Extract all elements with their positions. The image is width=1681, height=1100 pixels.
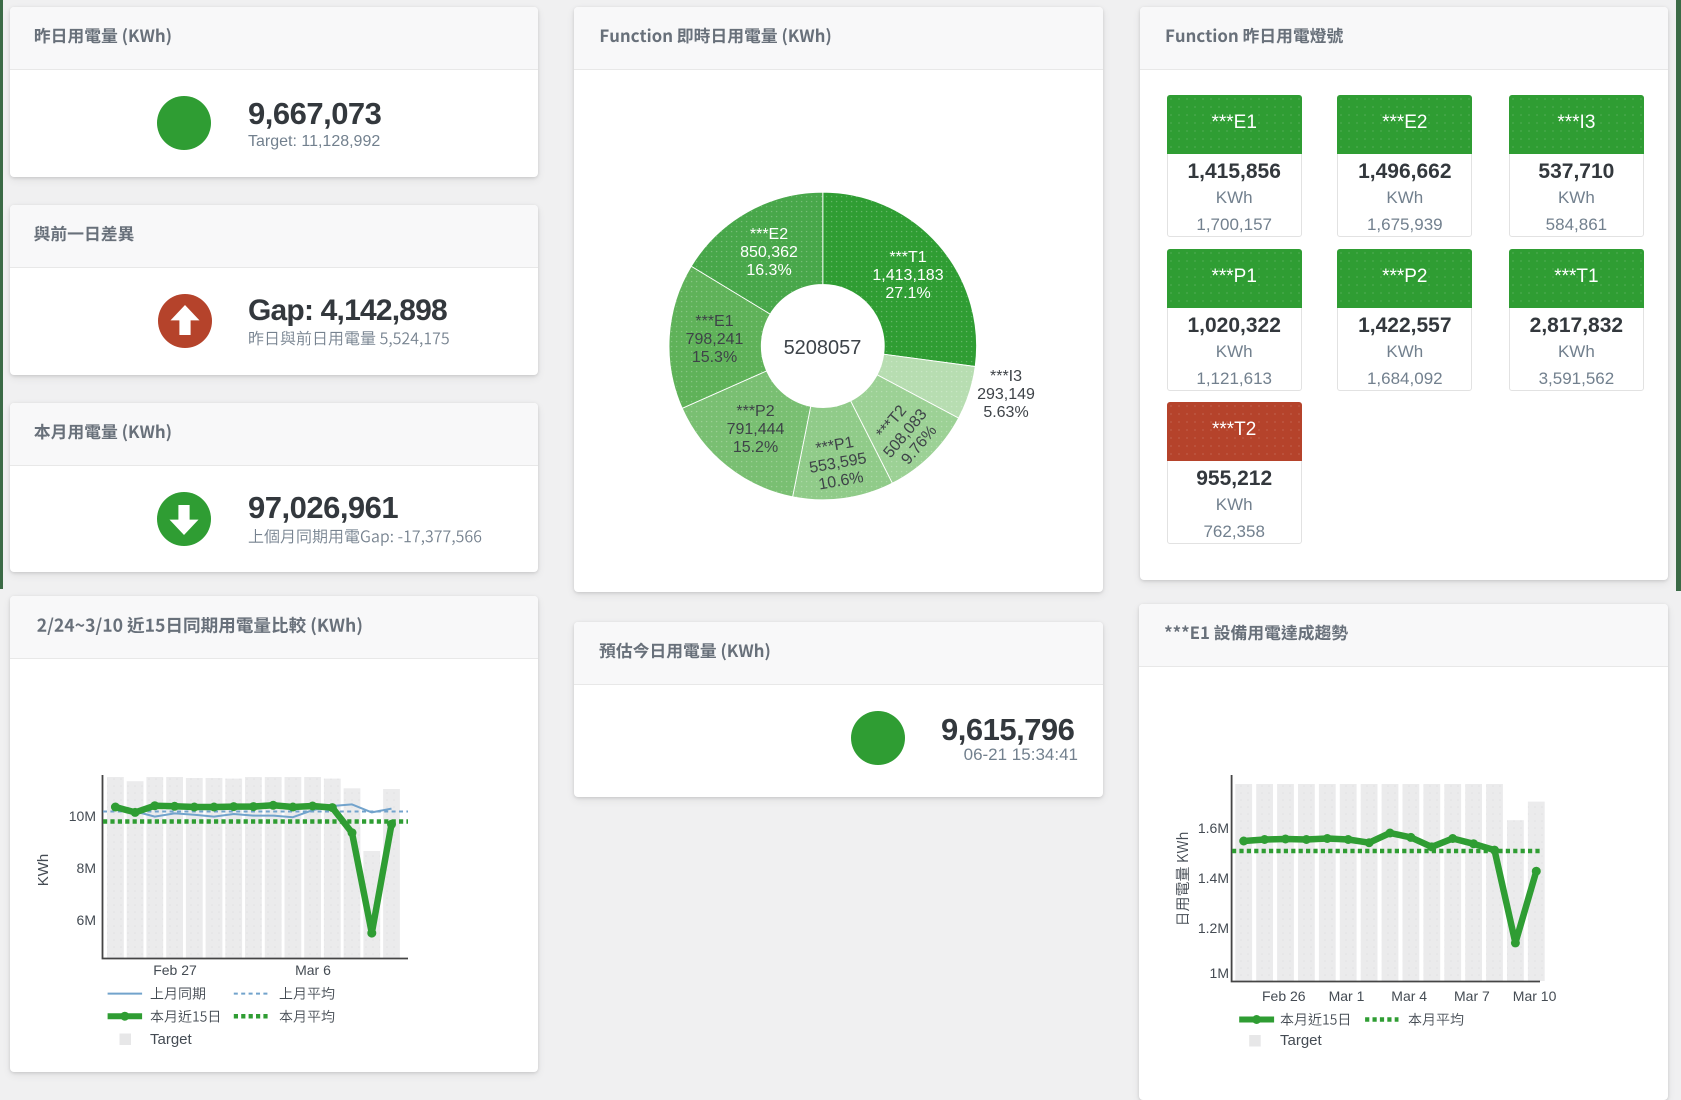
svg-text:1.4M: 1.4M <box>1198 870 1229 886</box>
svg-text:1.2M: 1.2M <box>1198 920 1229 936</box>
svg-text:8M: 8M <box>77 860 96 876</box>
svg-text:Feb 27: Feb 27 <box>153 962 197 978</box>
svg-text:Mar 4: Mar 4 <box>1391 988 1427 1004</box>
svg-text:Mar 10: Mar 10 <box>1513 988 1557 1004</box>
svg-text:Target: Target <box>150 1031 193 1048</box>
svg-text:Mar 1: Mar 1 <box>1329 988 1365 1004</box>
svg-text:Feb 26: Feb 26 <box>1262 988 1306 1004</box>
svg-text:KWh: KWh <box>35 854 52 887</box>
svg-text:6M: 6M <box>77 912 96 928</box>
svg-text:1.6M: 1.6M <box>1198 820 1229 836</box>
svg-text:Mar 6: Mar 6 <box>295 962 331 978</box>
svg-text:1M: 1M <box>1210 965 1229 981</box>
svg-text:Mar 7: Mar 7 <box>1454 988 1490 1004</box>
svg-text:Target: Target <box>1280 1032 1323 1049</box>
svg-text:10M: 10M <box>69 808 96 824</box>
